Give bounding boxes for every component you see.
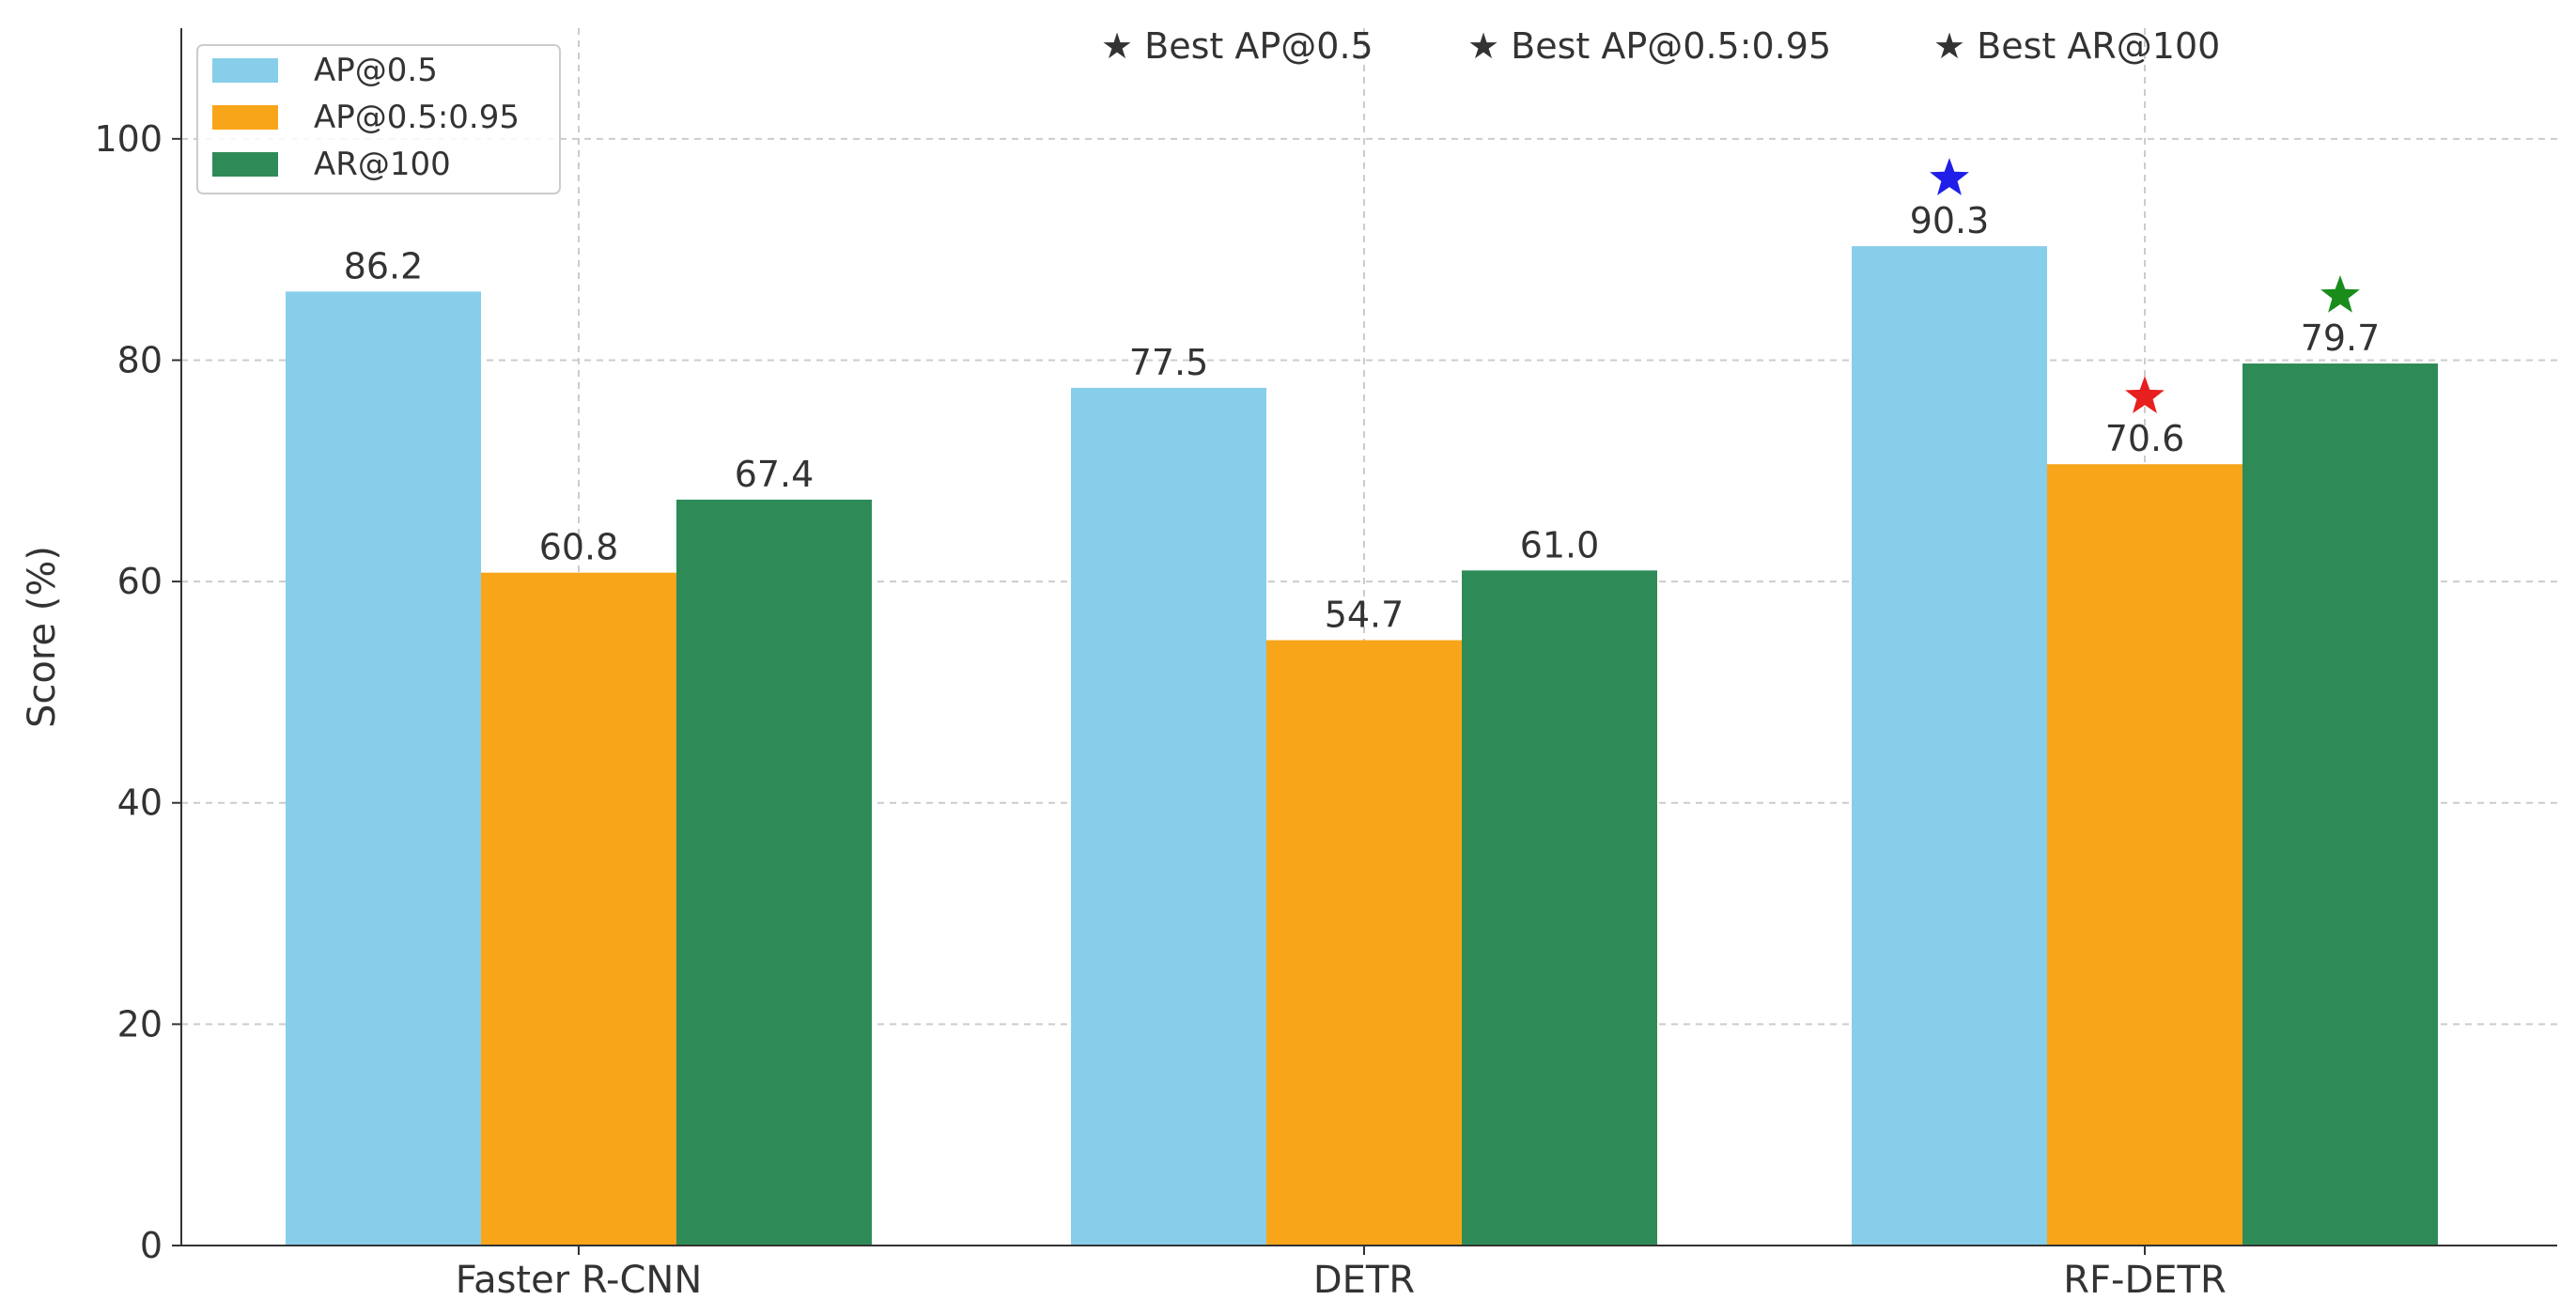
- legend-label: AR@100: [314, 146, 451, 183]
- y-axis-title: Score (%): [21, 546, 64, 728]
- bar: [1266, 640, 1462, 1246]
- bars-layer: [286, 246, 2438, 1246]
- y-tick-label: 40: [117, 782, 163, 824]
- bar: [1462, 570, 1657, 1246]
- data-label: 86.2: [344, 245, 424, 286]
- y-tick-label: 100: [94, 118, 163, 160]
- bar: [286, 291, 481, 1246]
- best-star-icon: [2320, 275, 2360, 313]
- data-label: 90.3: [1910, 200, 1990, 241]
- data-label: 79.7: [2301, 317, 2381, 359]
- data-labels-layer: 86.2 77.5 90.3 60.8 54.7 70.6 67.4 61.0 79.7: [344, 200, 2381, 635]
- y-tick-label: 20: [117, 1003, 163, 1045]
- best-star-icon: [1930, 158, 1969, 195]
- legend-label: AP@0.5: [314, 52, 438, 89]
- legend-label: AP@0.5:0.95: [314, 99, 520, 136]
- x-tick-label: DETR: [1313, 1259, 1415, 1300]
- legend-swatch: [212, 105, 278, 130]
- best-stars: [1930, 158, 2360, 413]
- best-legend-item: ★ Best AR@100: [1933, 25, 2220, 67]
- best-legend: ★ Best AP@0.5 ★ Best AP@0.5:0.95 ★ Best AR…: [1101, 25, 2220, 67]
- y-ticks: 0 20 40 60 80 100: [94, 118, 181, 1266]
- best-legend-item: ★ Best AP@0.5: [1101, 25, 1373, 67]
- data-label: 60.8: [539, 527, 619, 568]
- y-tick-label: 60: [117, 561, 163, 602]
- y-tick-label: 80: [117, 339, 163, 380]
- legend-box: [196, 44, 561, 194]
- legend-swatch: [212, 152, 278, 177]
- data-label: 70.6: [2105, 418, 2185, 459]
- legend-swatch: [212, 58, 278, 83]
- data-label: 61.0: [1520, 524, 1600, 565]
- best-legend-item: ★ Best AP@0.5:0.95: [1467, 25, 1831, 67]
- axes-layer: [180, 28, 2557, 1246]
- bar: [2242, 363, 2438, 1246]
- y-tick-label: 0: [140, 1225, 163, 1266]
- bar: [676, 499, 872, 1246]
- bar: [481, 572, 676, 1246]
- legend: AP@0.5 AP@0.5:0.95 AR@100: [196, 44, 561, 194]
- data-label: 54.7: [1325, 595, 1404, 636]
- x-tick-label: Faster R-CNN: [456, 1259, 703, 1300]
- x-tick-label: RF-DETR: [2063, 1259, 2227, 1300]
- data-label: 67.4: [735, 454, 815, 495]
- data-label: 77.5: [1129, 342, 1209, 383]
- x-ticks: Faster R-CNN DETR RF-DETR: [456, 1246, 2227, 1300]
- bar: [2047, 464, 2242, 1246]
- bar: [1852, 246, 2047, 1246]
- best-star-icon: [2125, 376, 2165, 413]
- bar: [1071, 387, 1266, 1246]
